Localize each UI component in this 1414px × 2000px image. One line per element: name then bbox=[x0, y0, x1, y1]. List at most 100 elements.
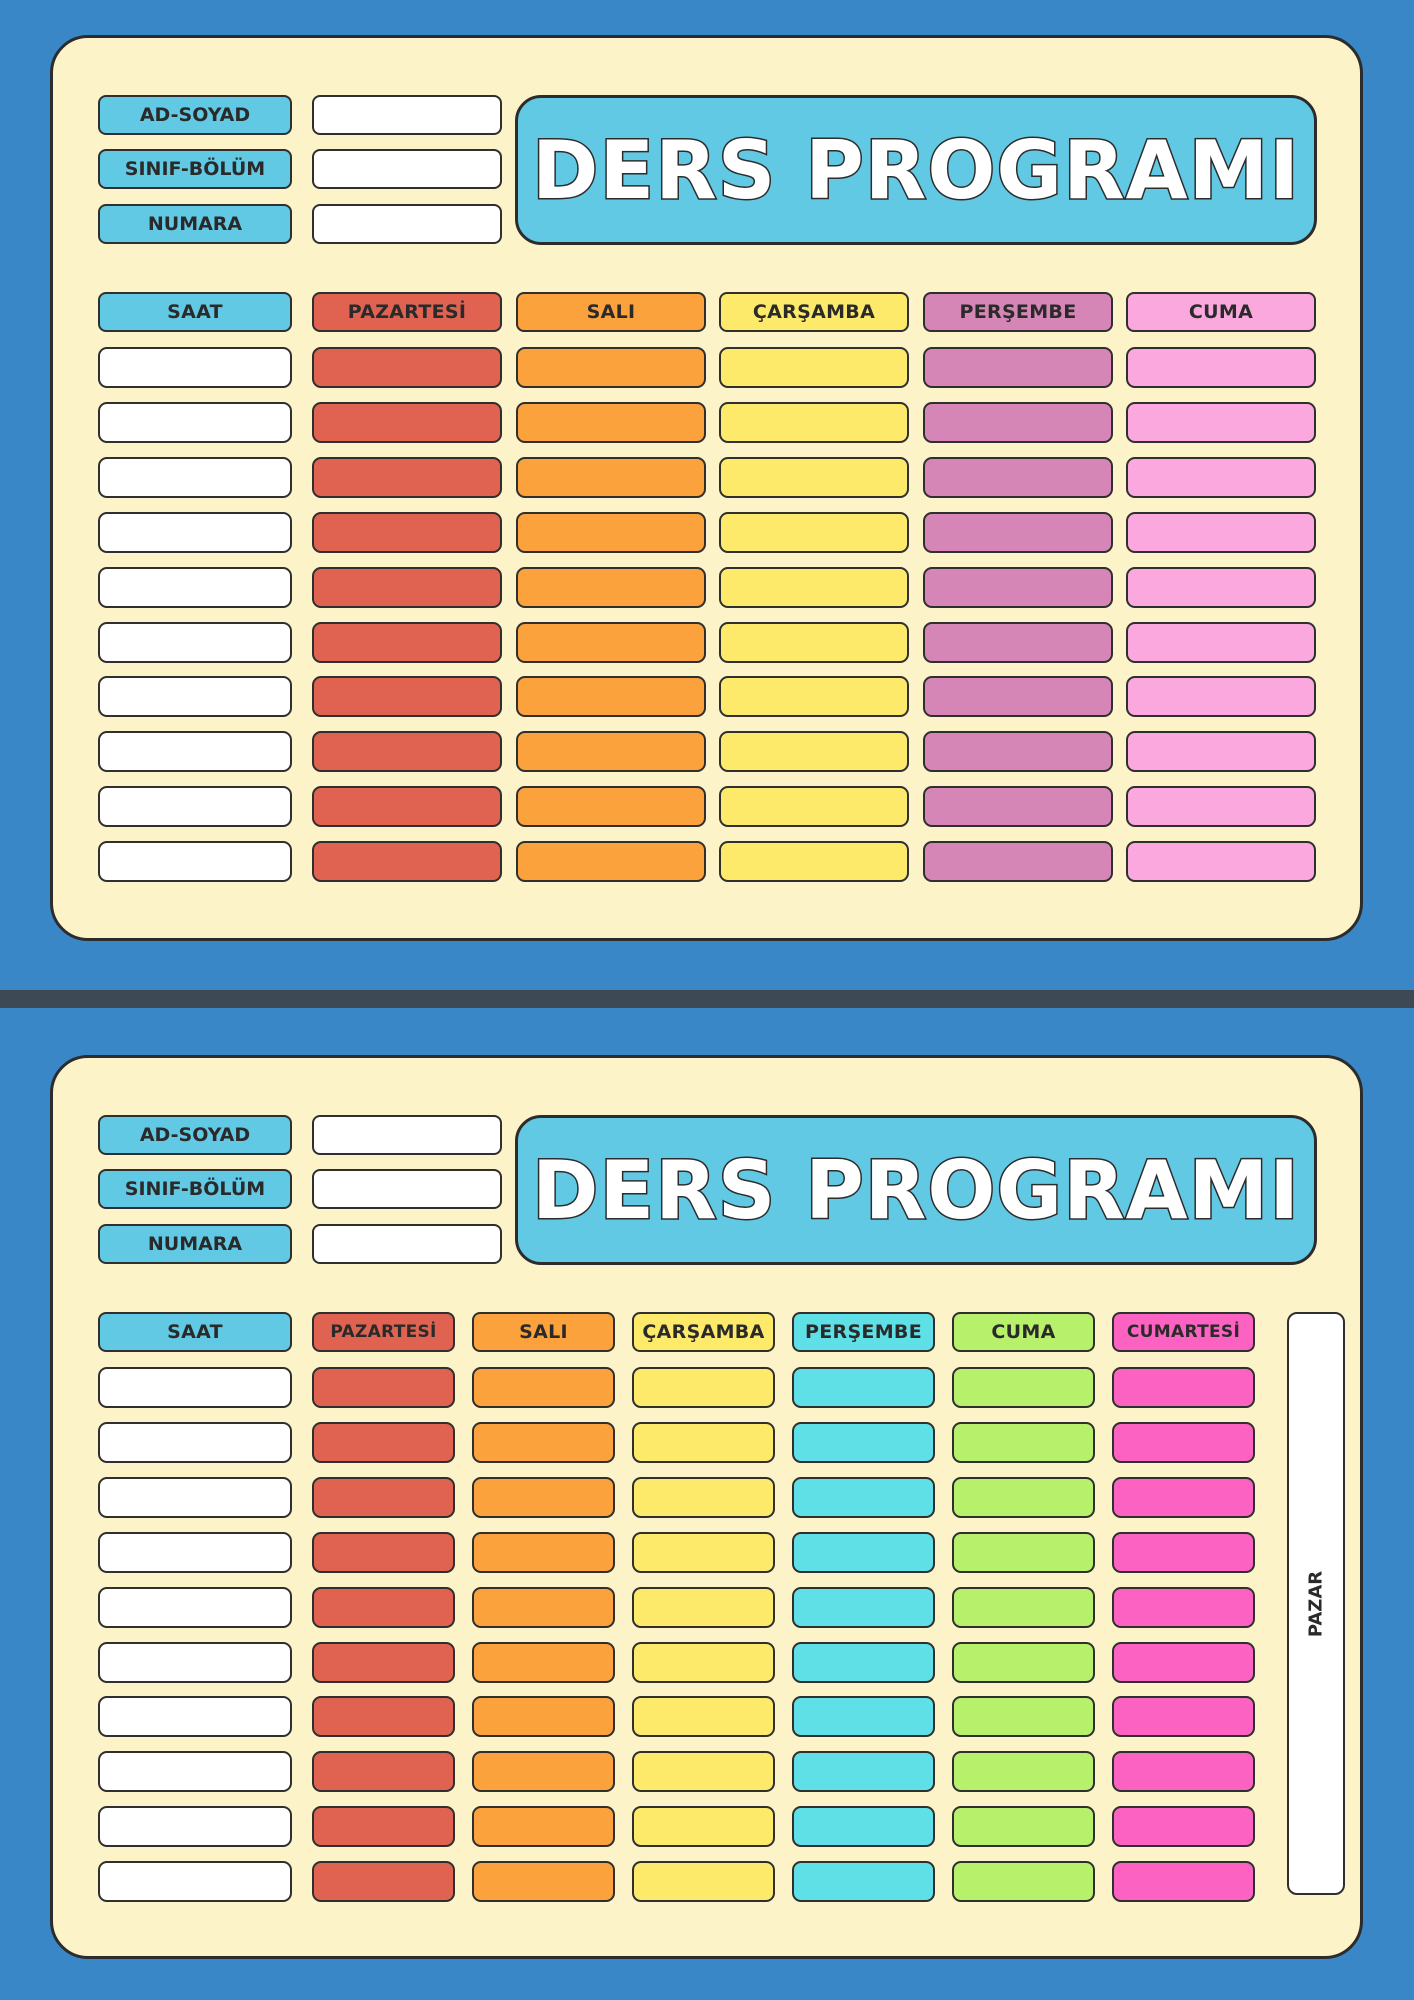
lesson-cell[interactable] bbox=[632, 1532, 775, 1573]
lesson-cell[interactable] bbox=[923, 457, 1113, 498]
lesson-cell[interactable] bbox=[923, 676, 1113, 717]
lesson-cell[interactable] bbox=[632, 1477, 775, 1518]
lesson-cell[interactable] bbox=[1112, 1861, 1255, 1902]
lesson-cell[interactable] bbox=[516, 622, 706, 663]
lesson-cell[interactable] bbox=[1112, 1806, 1255, 1847]
lesson-cell[interactable] bbox=[923, 402, 1113, 443]
lesson-cell[interactable] bbox=[472, 1806, 615, 1847]
sunday-panel[interactable]: PAZAR bbox=[1287, 1312, 1345, 1895]
lesson-cell[interactable] bbox=[952, 1696, 1095, 1737]
time-cell[interactable] bbox=[98, 1806, 292, 1847]
info-input[interactable] bbox=[312, 1224, 502, 1264]
time-cell[interactable] bbox=[98, 457, 292, 498]
lesson-cell[interactable] bbox=[952, 1587, 1095, 1628]
time-cell[interactable] bbox=[98, 1751, 292, 1792]
lesson-cell[interactable] bbox=[472, 1422, 615, 1463]
time-cell[interactable] bbox=[98, 512, 292, 553]
lesson-cell[interactable] bbox=[952, 1532, 1095, 1573]
lesson-cell[interactable] bbox=[1112, 1696, 1255, 1737]
lesson-cell[interactable] bbox=[312, 1861, 455, 1902]
lesson-cell[interactable] bbox=[792, 1477, 935, 1518]
time-cell[interactable] bbox=[98, 1587, 292, 1628]
lesson-cell[interactable] bbox=[312, 1477, 455, 1518]
lesson-cell[interactable] bbox=[1112, 1422, 1255, 1463]
lesson-cell[interactable] bbox=[312, 457, 502, 498]
info-input[interactable] bbox=[312, 1115, 502, 1155]
lesson-cell[interactable] bbox=[312, 676, 502, 717]
time-cell[interactable] bbox=[98, 1642, 292, 1683]
time-cell[interactable] bbox=[98, 1367, 292, 1408]
time-cell[interactable] bbox=[98, 1422, 292, 1463]
lesson-cell[interactable] bbox=[1126, 512, 1316, 553]
lesson-cell[interactable] bbox=[472, 1642, 615, 1683]
lesson-cell[interactable] bbox=[719, 622, 909, 663]
lesson-cell[interactable] bbox=[516, 841, 706, 882]
info-input[interactable] bbox=[312, 1169, 502, 1209]
lesson-cell[interactable] bbox=[923, 786, 1113, 827]
lesson-cell[interactable] bbox=[312, 402, 502, 443]
lesson-cell[interactable] bbox=[312, 512, 502, 553]
lesson-cell[interactable] bbox=[719, 402, 909, 443]
lesson-cell[interactable] bbox=[1126, 841, 1316, 882]
time-cell[interactable] bbox=[98, 622, 292, 663]
lesson-cell[interactable] bbox=[472, 1696, 615, 1737]
lesson-cell[interactable] bbox=[792, 1806, 935, 1847]
lesson-cell[interactable] bbox=[472, 1532, 615, 1573]
lesson-cell[interactable] bbox=[312, 1806, 455, 1847]
lesson-cell[interactable] bbox=[1112, 1751, 1255, 1792]
lesson-cell[interactable] bbox=[632, 1696, 775, 1737]
lesson-cell[interactable] bbox=[472, 1751, 615, 1792]
lesson-cell[interactable] bbox=[719, 457, 909, 498]
lesson-cell[interactable] bbox=[516, 567, 706, 608]
lesson-cell[interactable] bbox=[952, 1861, 1095, 1902]
lesson-cell[interactable] bbox=[312, 567, 502, 608]
lesson-cell[interactable] bbox=[632, 1367, 775, 1408]
lesson-cell[interactable] bbox=[1112, 1532, 1255, 1573]
lesson-cell[interactable] bbox=[792, 1642, 935, 1683]
time-cell[interactable] bbox=[98, 347, 292, 388]
lesson-cell[interactable] bbox=[632, 1642, 775, 1683]
lesson-cell[interactable] bbox=[1126, 731, 1316, 772]
lesson-cell[interactable] bbox=[472, 1861, 615, 1902]
lesson-cell[interactable] bbox=[632, 1751, 775, 1792]
lesson-cell[interactable] bbox=[923, 622, 1113, 663]
lesson-cell[interactable] bbox=[923, 841, 1113, 882]
lesson-cell[interactable] bbox=[312, 347, 502, 388]
lesson-cell[interactable] bbox=[516, 347, 706, 388]
time-cell[interactable] bbox=[98, 1532, 292, 1573]
lesson-cell[interactable] bbox=[792, 1751, 935, 1792]
lesson-cell[interactable] bbox=[312, 1587, 455, 1628]
time-cell[interactable] bbox=[98, 786, 292, 827]
lesson-cell[interactable] bbox=[1112, 1587, 1255, 1628]
lesson-cell[interactable] bbox=[516, 731, 706, 772]
lesson-cell[interactable] bbox=[952, 1477, 1095, 1518]
lesson-cell[interactable] bbox=[516, 457, 706, 498]
time-cell[interactable] bbox=[98, 676, 292, 717]
lesson-cell[interactable] bbox=[923, 347, 1113, 388]
info-input[interactable] bbox=[312, 95, 502, 135]
lesson-cell[interactable] bbox=[312, 731, 502, 772]
lesson-cell[interactable] bbox=[312, 1751, 455, 1792]
lesson-cell[interactable] bbox=[792, 1861, 935, 1902]
lesson-cell[interactable] bbox=[1126, 622, 1316, 663]
lesson-cell[interactable] bbox=[312, 1422, 455, 1463]
lesson-cell[interactable] bbox=[952, 1367, 1095, 1408]
lesson-cell[interactable] bbox=[792, 1422, 935, 1463]
time-cell[interactable] bbox=[98, 841, 292, 882]
lesson-cell[interactable] bbox=[632, 1861, 775, 1902]
time-cell[interactable] bbox=[98, 402, 292, 443]
lesson-cell[interactable] bbox=[1112, 1642, 1255, 1683]
lesson-cell[interactable] bbox=[312, 1532, 455, 1573]
info-input[interactable] bbox=[312, 204, 502, 244]
lesson-cell[interactable] bbox=[792, 1587, 935, 1628]
lesson-cell[interactable] bbox=[719, 676, 909, 717]
lesson-cell[interactable] bbox=[312, 1696, 455, 1737]
lesson-cell[interactable] bbox=[1112, 1367, 1255, 1408]
lesson-cell[interactable] bbox=[952, 1806, 1095, 1847]
info-input[interactable] bbox=[312, 149, 502, 189]
lesson-cell[interactable] bbox=[719, 841, 909, 882]
lesson-cell[interactable] bbox=[719, 347, 909, 388]
lesson-cell[interactable] bbox=[312, 1642, 455, 1683]
lesson-cell[interactable] bbox=[632, 1587, 775, 1628]
lesson-cell[interactable] bbox=[632, 1422, 775, 1463]
